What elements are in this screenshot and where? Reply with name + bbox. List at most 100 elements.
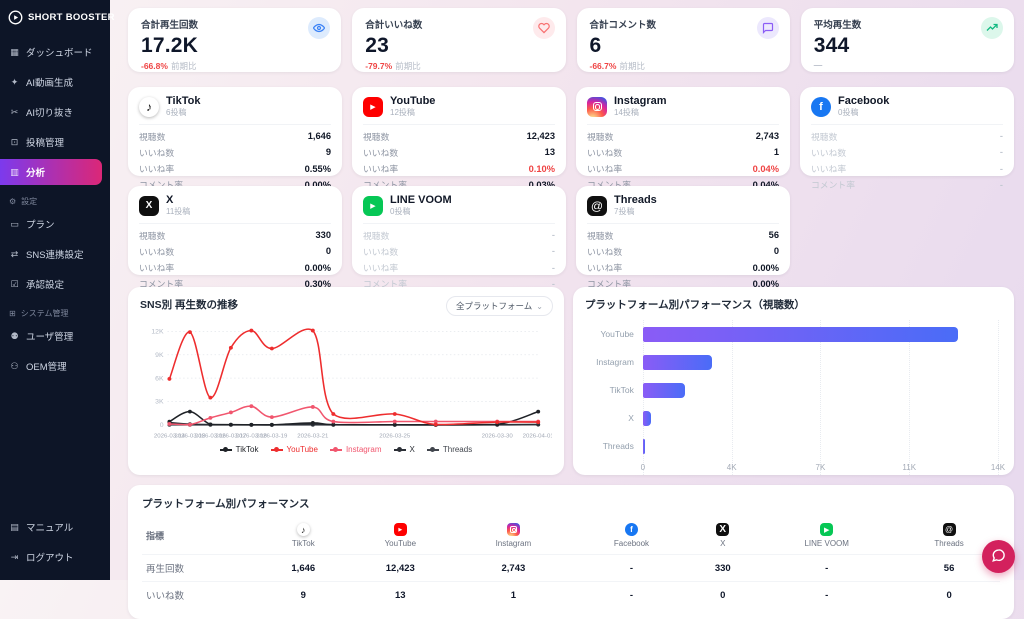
- svg-text:2026-03-30: 2026-03-30: [482, 433, 514, 439]
- legend-label: YouTube: [287, 445, 318, 454]
- metric-value: 0.55%: [305, 164, 331, 174]
- svg-text:9K: 9K: [155, 352, 164, 359]
- metric-value: 56: [769, 230, 779, 240]
- table-value-cell: 13: [347, 582, 454, 609]
- platform-card-tiktok: ♪TikTok6投稿視聴数1,646いいね数9いいね率0.55%コメント率0.0…: [128, 87, 342, 176]
- sidebar-footer-nav: ▤マニュアル ⇥ログアウト: [0, 512, 110, 580]
- bar-fill: [643, 439, 645, 454]
- metric-value: -: [1000, 180, 1003, 190]
- bar-track: [643, 411, 998, 426]
- metric-label: いいね数: [363, 245, 398, 258]
- stat-label: 合計いいね数: [365, 17, 552, 31]
- ai-clip-icon: ✂: [9, 107, 20, 118]
- platform-post-count: 0投稿: [390, 206, 452, 217]
- platform-filter-dropdown[interactable]: 全プラットフォーム ⌄: [446, 296, 553, 316]
- chevron-down-icon: ⌄: [536, 302, 543, 311]
- sidebar-item-sns-settings[interactable]: ⇄SNS連携設定: [0, 241, 102, 267]
- chat-button[interactable]: [982, 540, 1015, 573]
- sidebar-item-ai-clip[interactable]: ✂AI切り抜き: [0, 99, 102, 125]
- table-metric-cell: いいね数: [142, 582, 260, 609]
- metric-value: -: [1000, 131, 1003, 141]
- legend-marker: [394, 449, 406, 451]
- bar-row-instagram: Instagram: [585, 348, 1002, 376]
- legend-item-x[interactable]: X: [394, 445, 415, 454]
- bar-fill: [643, 355, 713, 370]
- stat-change: -66.7%前期比: [590, 60, 777, 72]
- stat-value: 23: [365, 34, 552, 58]
- legend-item-tiktok[interactable]: TikTok: [220, 445, 259, 454]
- instagram-icon: [587, 97, 607, 117]
- section-title: 設定: [21, 196, 37, 207]
- axis-tick: 4K: [727, 463, 737, 472]
- legend-item-instagram[interactable]: Instagram: [330, 445, 382, 454]
- sidebar-item-oem[interactable]: ⚇OEM管理: [0, 353, 102, 379]
- chat-bubble-icon: [991, 548, 1006, 566]
- sidebar-item-users[interactable]: ⚉ユーザ管理: [0, 323, 102, 349]
- table-value-cell: 9: [260, 582, 347, 609]
- legend-marker: [220, 449, 232, 451]
- sidebar-item-posts[interactable]: ⊡投稿管理: [0, 129, 102, 155]
- legend-item-threads[interactable]: Threads: [427, 445, 472, 454]
- users-icon: ⚉: [9, 331, 20, 342]
- platform-name: Facebook: [838, 95, 889, 107]
- metric-row-like_rate: いいね率-: [363, 259, 555, 275]
- metric-label: いいね率: [587, 261, 622, 274]
- table-col-name: Facebook: [577, 539, 687, 548]
- facebook-icon: f: [811, 97, 831, 117]
- sidebar-item-dashboard[interactable]: ▦ダッシュボード: [0, 39, 102, 65]
- legend-label: Threads: [443, 445, 472, 454]
- platform-post-count: 7投稿: [614, 206, 657, 217]
- metric-value: 9: [326, 147, 331, 157]
- x-icon: X: [139, 196, 159, 216]
- oem-icon: ⚇: [9, 361, 20, 372]
- bar-label: Threads: [585, 441, 643, 451]
- legend-item-youtube[interactable]: YouTube: [271, 445, 318, 454]
- sidebar-item-logout[interactable]: ⇥ログアウト: [0, 544, 102, 570]
- legend-marker: [271, 449, 283, 451]
- table-col-instagram: Instagram: [454, 517, 573, 555]
- divider: [587, 223, 779, 224]
- platform-name: X: [166, 194, 190, 206]
- metric-label: いいね率: [139, 162, 174, 175]
- svg-text:2026-03-21: 2026-03-21: [297, 433, 329, 439]
- sidebar-item-ai-video[interactable]: ✦AI動画生成: [0, 69, 102, 95]
- analytics-icon: ▥: [9, 167, 20, 178]
- sidebar: SHORT BOOSTER ▦ダッシュボード ✦AI動画生成 ✂AI切り抜き ⊡投稿管…: [0, 0, 110, 580]
- metric-value: -: [1000, 164, 1003, 174]
- bar-row-tiktok: TikTok: [585, 376, 1002, 404]
- bar-label: TikTok: [585, 385, 643, 395]
- threads-icon: @: [587, 196, 607, 216]
- app-logo: SHORT BOOSTER: [0, 0, 110, 37]
- bar-track: [643, 439, 998, 454]
- table-col-name: YouTube: [351, 539, 450, 548]
- metric-label: 視聴数: [811, 130, 837, 143]
- metric-value: -: [1000, 147, 1003, 157]
- threads-icon: @: [943, 523, 956, 536]
- stat-change: -66.8%前期比: [141, 60, 328, 72]
- sidebar-item-approval[interactable]: ☑承認設定: [0, 271, 102, 297]
- metric-label: いいね数: [587, 245, 622, 258]
- metric-label: 視聴数: [139, 130, 165, 143]
- sidebar-item-analytics[interactable]: ▥分析: [0, 159, 102, 185]
- plan-icon: ▭: [9, 219, 20, 230]
- table-col-name: Instagram: [458, 539, 569, 548]
- table-col-line-voom: ▶LINE VOOM: [755, 517, 898, 555]
- platform-card-instagram: Instagram14投稿視聴数2,743いいね数1いいね率0.04%コメント率…: [576, 87, 790, 176]
- sidebar-item-plan[interactable]: ▭プラン: [0, 211, 102, 237]
- sidebar-item-manual[interactable]: ▤マニュアル: [0, 514, 102, 540]
- sidebar-section-label: ⚙設定: [0, 187, 110, 209]
